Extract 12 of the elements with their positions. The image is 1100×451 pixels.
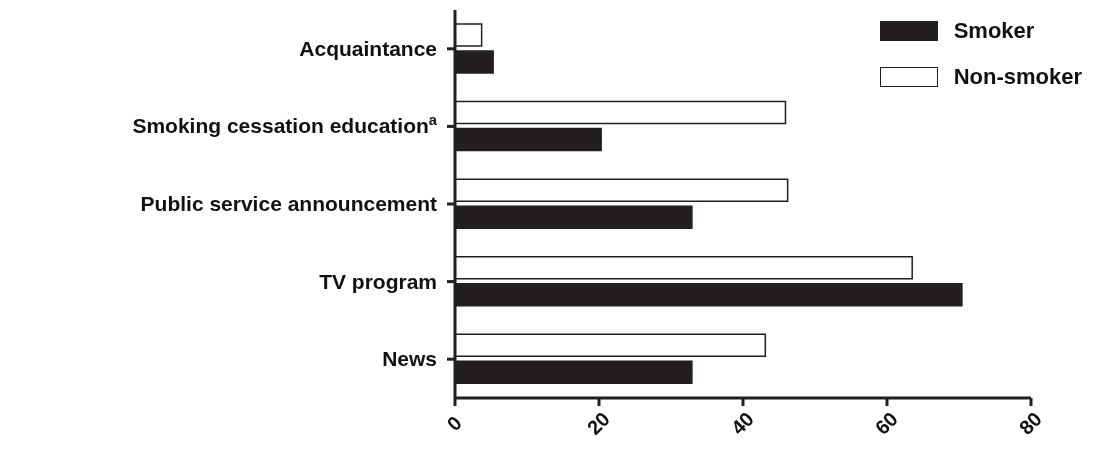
x-tick-label: 40 xyxy=(726,407,758,439)
y-tick-label: Acquaintance xyxy=(299,36,437,60)
x-tick-label: 60 xyxy=(870,407,902,439)
y-tick-label: News xyxy=(382,347,437,371)
y-tick-label: Public service announcement xyxy=(140,192,437,215)
legend-label: Non-smoker xyxy=(953,64,1082,90)
y-tick-label: TV program xyxy=(319,269,437,293)
x-tick-label: 80 xyxy=(1014,407,1046,439)
y-tick-label: Smoking cessation education$^{a}$ xyxy=(132,112,438,138)
legend-label: Smoker xyxy=(953,18,1035,44)
x-tick-label: 0 xyxy=(442,411,466,435)
x-tick-label: 20 xyxy=(582,407,614,439)
